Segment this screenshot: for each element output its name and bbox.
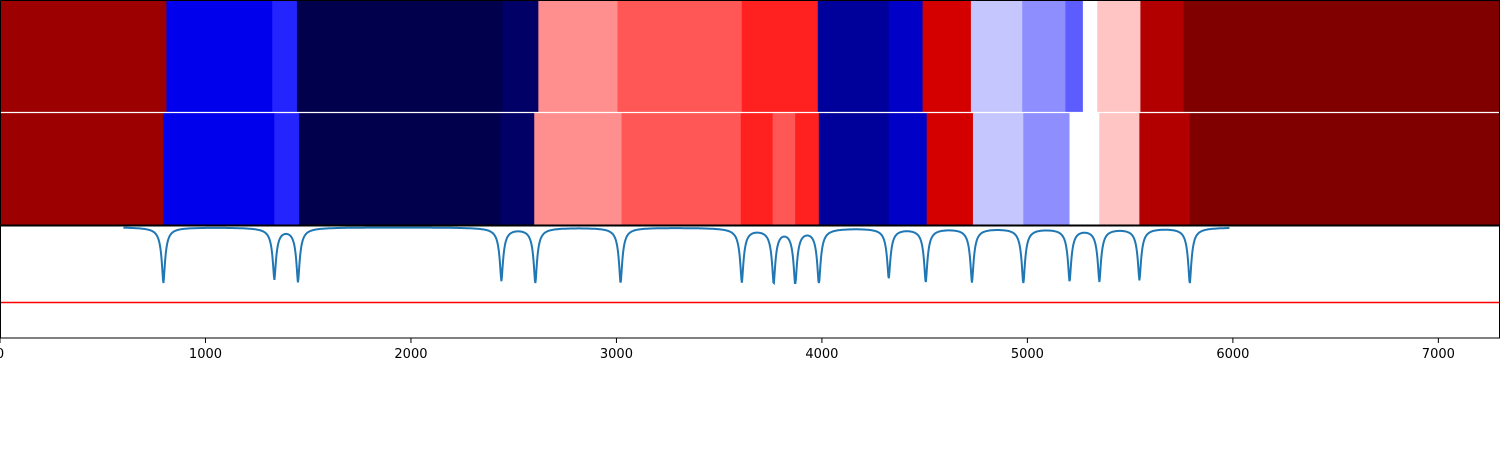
heatmap-row-2-segment-14 — [972, 113, 1024, 225]
heatmap-row-1-segment-2 — [166, 0, 273, 113]
heatmap-row-2-segment-11 — [818, 113, 890, 225]
heatmap-row-1-segment-18 — [1183, 0, 1500, 113]
heatmap-row-2-segment-12 — [888, 113, 928, 225]
heatmap-row-1-segment-13 — [1022, 0, 1067, 113]
heatmap-row-2-segment-2 — [163, 113, 275, 225]
heatmap-row-2-segment-8 — [740, 113, 774, 225]
heatmap-row-1-segment-6 — [538, 0, 619, 113]
heatmap-row-2-segment-17 — [1099, 113, 1140, 225]
heatmap-row-1-segment-11 — [922, 0, 972, 113]
heatmap-row-2-segment-13 — [926, 113, 974, 225]
heatmap-row-2-segment-18 — [1139, 113, 1191, 225]
heatmap-row-2-segment-5 — [500, 113, 535, 225]
heatmap-row-1-segment-5 — [502, 0, 539, 113]
heatmap-row-1-segment-12 — [970, 0, 1023, 113]
heatmap-row-2-segment-4 — [298, 113, 501, 225]
heatmap-row-2-segment-15 — [1023, 113, 1071, 225]
heatmap-row-1-segment-15 — [1082, 0, 1098, 113]
heatmap-row-2-segment-1 — [0, 113, 164, 225]
heatmap-row-1-segment-9 — [817, 0, 890, 113]
heatmap-row-1-segment-1 — [0, 0, 168, 113]
heatmap-row-1-segment-4 — [296, 0, 503, 113]
x-tick-label-1000: 1000 — [189, 347, 222, 362]
x-tick-label-7000: 7000 — [1422, 347, 1455, 362]
heatmap-row-1-segment-10 — [888, 0, 924, 113]
x-tick-label-2000: 2000 — [394, 347, 427, 362]
heatmap-row-1-segment-16 — [1097, 0, 1142, 113]
x-tick-label-0: 0 — [0, 347, 4, 362]
heatmap-row-2-segment-9 — [772, 113, 796, 225]
heatmap-row-1-segment-8 — [741, 0, 819, 113]
x-tick-label-5000: 5000 — [1011, 347, 1044, 362]
heatmap-row-2-segment-3 — [274, 113, 300, 225]
heatmap-row-2-segment-6 — [534, 113, 623, 225]
bottom-panel-frame — [0, 225, 1500, 339]
heatmap-rows — [0, 0, 1500, 225]
x-axis: 0 1000 2000 3000 4000 5000 6000 7000 — [0, 338, 1455, 362]
heatmap-row-1-segment-3 — [272, 0, 298, 113]
x-tick-label-6000: 6000 — [1216, 347, 1249, 362]
heatmap-row-1-segment-7 — [617, 0, 743, 113]
heatmap-row-2-segment-7 — [621, 113, 742, 225]
x-tick-label-3000: 3000 — [600, 347, 633, 362]
signal-line — [123, 226, 1230, 286]
heatmap-row-1-segment-14 — [1065, 0, 1084, 113]
heatmap-row-2-segment-19 — [1189, 113, 1500, 225]
x-tick-label-4000: 4000 — [805, 347, 838, 362]
heatmap-row-2-segment-16 — [1069, 113, 1100, 225]
heatmap-row-1-segment-17 — [1140, 0, 1185, 113]
heatmap-row-2-segment-10 — [795, 113, 820, 225]
